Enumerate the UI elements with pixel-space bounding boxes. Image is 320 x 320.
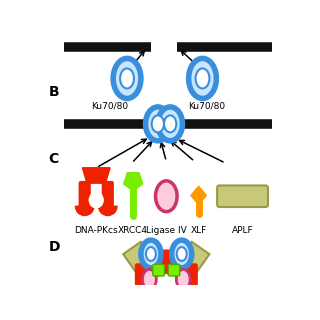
Polygon shape [162, 242, 209, 297]
Ellipse shape [196, 68, 209, 88]
Ellipse shape [176, 269, 190, 289]
Ellipse shape [177, 247, 187, 261]
FancyBboxPatch shape [217, 186, 268, 207]
Text: B: B [49, 84, 59, 99]
Ellipse shape [152, 116, 164, 132]
Polygon shape [123, 242, 171, 297]
Text: Ku70/80: Ku70/80 [92, 101, 129, 110]
Text: C: C [49, 152, 59, 166]
Text: DNA-PKcs: DNA-PKcs [75, 226, 118, 235]
Ellipse shape [120, 68, 134, 88]
Ellipse shape [141, 240, 161, 268]
Ellipse shape [164, 116, 176, 132]
Ellipse shape [189, 59, 216, 99]
Polygon shape [191, 186, 206, 205]
Ellipse shape [158, 107, 182, 141]
Text: APLF: APLF [232, 226, 253, 235]
Text: D: D [49, 240, 60, 254]
FancyBboxPatch shape [182, 264, 197, 292]
Text: XRCC4: XRCC4 [118, 226, 148, 235]
FancyBboxPatch shape [168, 264, 180, 276]
Ellipse shape [89, 192, 103, 208]
Text: XLF: XLF [190, 226, 207, 235]
Text: Ligase IV: Ligase IV [146, 226, 187, 235]
Ellipse shape [143, 250, 189, 273]
Ellipse shape [146, 247, 156, 261]
Polygon shape [82, 168, 110, 183]
Ellipse shape [113, 59, 141, 99]
Ellipse shape [142, 269, 156, 289]
Wedge shape [99, 206, 117, 215]
FancyBboxPatch shape [135, 264, 151, 292]
FancyBboxPatch shape [102, 182, 113, 208]
FancyBboxPatch shape [79, 182, 90, 208]
Ellipse shape [172, 240, 192, 268]
Ellipse shape [146, 107, 170, 141]
Ellipse shape [155, 276, 178, 292]
FancyBboxPatch shape [153, 264, 164, 276]
Text: Ku70/80: Ku70/80 [188, 101, 225, 110]
Wedge shape [76, 206, 94, 215]
Ellipse shape [156, 181, 177, 212]
